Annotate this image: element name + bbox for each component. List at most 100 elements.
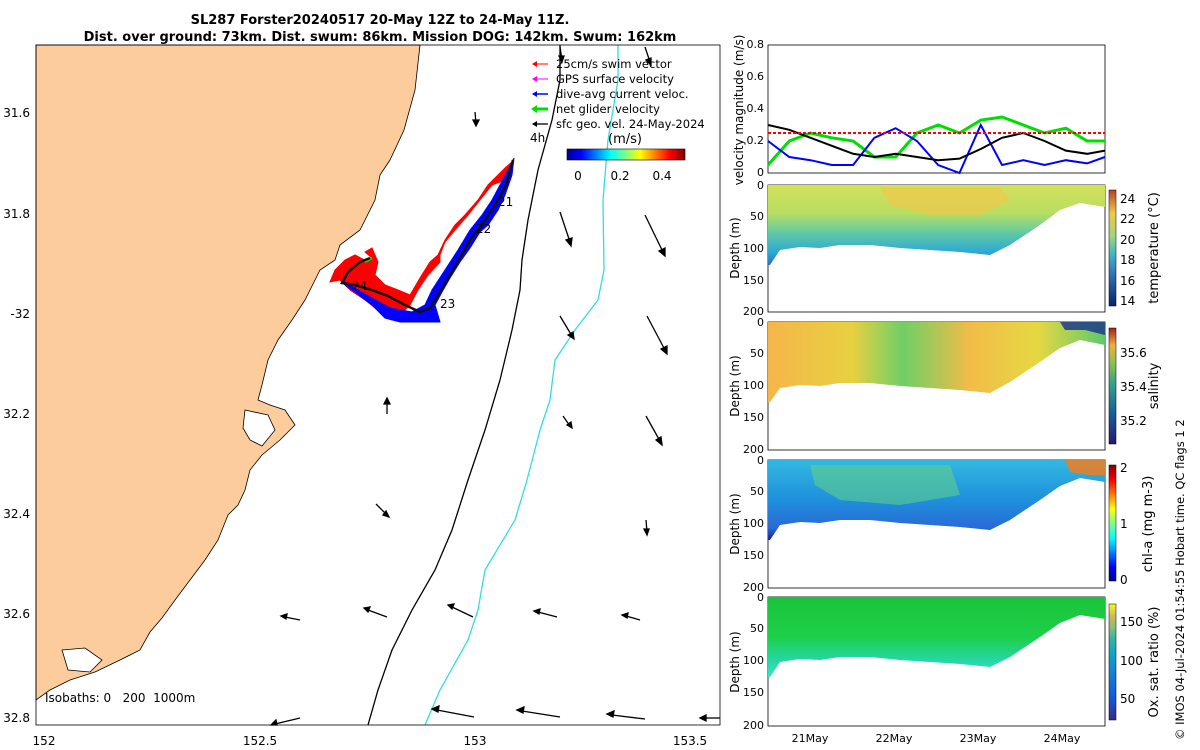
temp-cb-20: 20 — [1120, 233, 1135, 247]
isobath-200m — [367, 45, 561, 726]
chl-colorbar — [1108, 464, 1117, 582]
temp-cb-14: 14 — [1120, 294, 1135, 308]
sal-depth-200: 200 — [743, 443, 764, 456]
chl-cb-1: 1 — [1120, 517, 1128, 531]
sal-ylabel: Depth (m) — [728, 355, 742, 416]
chl-depth-0: 0 — [757, 454, 764, 467]
vel-tick-0-4: 0.4 — [747, 102, 765, 115]
time-tick-24may: 24May — [1044, 732, 1081, 745]
ox-cb-50: 50 — [1120, 692, 1135, 706]
ox-cb-150: 150 — [1120, 615, 1143, 629]
lon-tick-152: 152 — [33, 734, 56, 748]
section-salinity: 35.6 35.4 35.2 salinity Depth (m) 0 50 1… — [728, 316, 1162, 456]
day-label-24: 24 — [352, 279, 367, 293]
lat-tick-31-6: 31.6 — [3, 106, 30, 120]
time-axis: 21May 22May 23May 24May — [792, 732, 1081, 745]
lat-tick-32-6: 32.6 — [3, 607, 30, 621]
land-area — [35, 44, 421, 701]
chart-subtitle: Dist. over ground: 73km. Dist. swum: 86k… — [83, 30, 677, 45]
chl-depth-50: 50 — [750, 485, 764, 498]
lake — [242, 409, 276, 447]
vel-ylabel: velocity magnitude (m/s) — [732, 35, 746, 186]
sal-fresh-patch — [1060, 322, 1105, 335]
temp-section-fill — [768, 185, 1105, 265]
chart-title: SL287 Forster20240517 20-May 12Z to 24-M… — [190, 13, 570, 28]
temp-cb-16: 16 — [1120, 274, 1135, 288]
vel-tick-0-8: 0.8 — [747, 38, 765, 51]
sal-colorbar — [1108, 327, 1117, 445]
time-tick-22may: 22May — [876, 732, 913, 745]
temp-depth-200: 200 — [743, 305, 764, 318]
ox-cb-label: Ox. sat. ratio (%) — [1147, 607, 1162, 718]
temp-depth-50: 50 — [750, 210, 764, 223]
track-swim-vectors — [329, 161, 513, 321]
sal-depth-0: 0 — [757, 316, 764, 329]
ox-section-fill — [768, 597, 1105, 677]
ox-ylabel: Depth (m) — [728, 631, 742, 692]
colorbar-label: (m/s) — [608, 132, 642, 147]
cbar-tick-0: 0 — [574, 169, 582, 183]
chl-cb-0: 0 — [1120, 573, 1128, 587]
temp-depth-150: 150 — [743, 274, 764, 287]
lat-tick-32-4: 32.4 — [3, 507, 30, 521]
lat-tick-32-8: 32.8 — [3, 711, 30, 725]
chl-cb-label: chl-a (mg m-3) — [1141, 476, 1156, 573]
time-tick-21may: 21May — [792, 732, 829, 745]
temp-colorbar — [1108, 189, 1117, 307]
track-gps-path — [340, 159, 515, 314]
credit-text: © IMOS 04-Jul-2024 01:54:55 Hobart time.… — [1173, 419, 1187, 740]
day-label-22: 22 — [476, 222, 491, 236]
day-label-23: 23 — [440, 297, 455, 311]
chl-high-patch — [1065, 460, 1105, 475]
day-label-21: 21 — [498, 195, 513, 209]
temp-depth-100: 100 — [743, 242, 764, 255]
temp-cb-22: 22 — [1120, 212, 1135, 226]
lon-tick-152-5: 152.5 — [243, 734, 277, 748]
chl-depth-150: 150 — [743, 549, 764, 562]
lat-tick-32-2: 32.2 — [3, 407, 30, 421]
temp-ylabel: Depth (m) — [728, 217, 742, 278]
ox-depth-100: 100 — [743, 654, 764, 667]
lat-tick-32-0: -32 — [10, 307, 30, 321]
sal-cb-35-6: 35.6 — [1120, 346, 1147, 360]
ox-depth-0: 0 — [757, 591, 764, 604]
lat-tick-31-8: 31.8 — [3, 207, 30, 221]
isobaths-label: Isobaths: 0 200 1000m — [45, 691, 195, 705]
sal-depth-100: 100 — [743, 379, 764, 392]
colorbar-prefix: 4h — [530, 131, 545, 145]
temp-cb-label: temperature (°C) — [1147, 192, 1162, 304]
velocity-series-2 — [767, 124, 1106, 162]
chl-cb-2: 2 — [1120, 461, 1128, 475]
time-tick-23may: 23May — [960, 732, 997, 745]
chl-mid-patch — [810, 465, 960, 505]
legend-geo: sfc geo. vel. 24-May-2024 — [556, 117, 705, 131]
chl-depth-200: 200 — [743, 581, 764, 594]
geo-vectors — [269, 46, 720, 726]
velocity-series-1 — [767, 122, 1106, 175]
vel-tick-0-6: 0.6 — [747, 70, 765, 83]
lon-tick-153-5: 153.5 — [673, 734, 707, 748]
section-chla: 2 1 0 chl-a (mg m-3) Depth (m) 0 50 100 … — [728, 454, 1156, 594]
sal-cb-35-4: 35.4 — [1120, 380, 1147, 394]
sal-depth-150: 150 — [743, 411, 764, 424]
temp-cb-18: 18 — [1120, 253, 1135, 267]
ox-depth-50: 50 — [750, 622, 764, 635]
ox-depth-200: 200 — [743, 719, 764, 732]
cbar-tick-0-4: 0.4 — [652, 169, 671, 183]
section-oxygen: 150 100 50 Ox. sat. ratio (%) Depth (m) … — [728, 591, 1162, 732]
lon-tick-153: 153 — [464, 734, 487, 748]
vel-tick-0: 0 — [757, 166, 764, 179]
speed-colorbar — [566, 148, 686, 161]
chl-ylabel: Depth (m) — [728, 493, 742, 554]
map-legend: 25cm/s swim vector GPS surface velocity … — [530, 57, 705, 183]
sal-cb-label: salinity — [1147, 362, 1162, 409]
sal-cb-35-2: 35.2 — [1120, 414, 1147, 428]
sal-depth-50: 50 — [750, 347, 764, 360]
legend-swim: 25cm/s swim vector — [556, 57, 672, 71]
map-panel: 21 22 24 23 — [3, 44, 721, 748]
velocity-series-0 — [766, 115, 1105, 166]
isobath-1000m — [424, 45, 619, 726]
velocity-panel: 0 0.2 0.4 0.6 0.8 velocity magnitude (m/… — [732, 35, 1106, 186]
legend-current: dive-avg current veloc. — [556, 87, 689, 101]
